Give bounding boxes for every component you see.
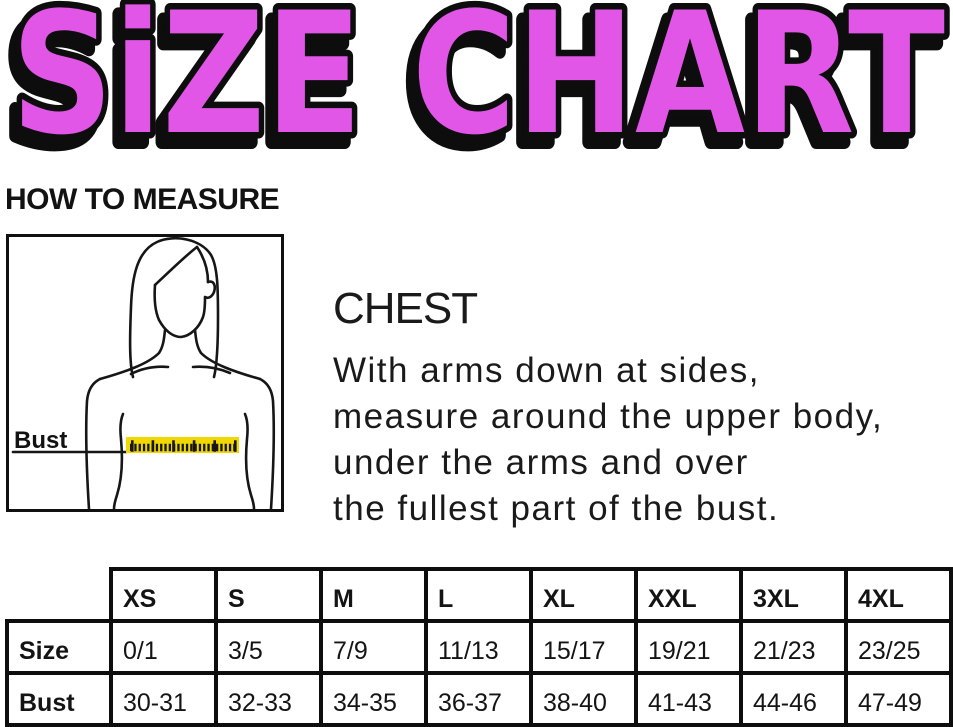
bust-cell: 36-37 bbox=[424, 671, 533, 727]
size-cell: 3/5 bbox=[214, 619, 323, 675]
size-cell: 11/13 bbox=[424, 619, 533, 675]
size-row: Size 0/1 3/5 7/9 11/13 15/17 19/21 21/23… bbox=[5, 619, 953, 675]
size-cell: 19/21 bbox=[634, 619, 743, 675]
col-header-s: S bbox=[214, 567, 323, 623]
bust-cell: 44-46 bbox=[739, 671, 848, 727]
chest-instruction-line: the fullest part of the bust. bbox=[333, 489, 780, 528]
size-cell: 21/23 bbox=[739, 619, 848, 675]
chest-heading: CHEST bbox=[333, 284, 478, 333]
how-to-measure-heading: HOW TO MEASURE bbox=[5, 183, 280, 216]
arm-left-path bbox=[84, 377, 102, 511]
size-cell: 15/17 bbox=[529, 619, 638, 675]
size-cell: 7/9 bbox=[319, 619, 428, 675]
neck-right-path bbox=[193, 328, 262, 381]
col-header-m: M bbox=[319, 567, 428, 623]
collarbone-right-path bbox=[191, 365, 232, 375]
bust-cell: 32-33 bbox=[214, 671, 323, 727]
face-outline-path bbox=[153, 283, 207, 339]
title-text: SiZE CHART bbox=[11, 0, 945, 162]
col-header-xs: XS bbox=[109, 567, 218, 623]
size-table: XS S M L XL XXL 3XL 4XL Size 0/1 3/5 7/9… bbox=[5, 567, 953, 727]
collarbone-left-path bbox=[129, 365, 170, 376]
col-header-3xl: 3XL bbox=[739, 567, 848, 623]
hair-outline-path bbox=[128, 236, 220, 379]
size-cell: 23/25 bbox=[844, 619, 953, 675]
chest-instruction-line: measure around the upper body, bbox=[333, 397, 884, 436]
col-header-4xl: 4XL bbox=[844, 567, 953, 623]
row-label-bust: Bust bbox=[5, 671, 113, 727]
chest-instruction-line: under the arms and over bbox=[333, 443, 749, 482]
row-label-size: Size bbox=[5, 619, 113, 675]
figure-illustration: Bust bbox=[11, 236, 276, 511]
hair-sweep-path bbox=[153, 245, 199, 287]
bust-cell: 47-49 bbox=[844, 671, 953, 727]
torso-left-path bbox=[112, 412, 125, 511]
bust-cell: 41-43 bbox=[634, 671, 743, 727]
title-shadow: SiZE CHART bbox=[4, 0, 938, 162]
ear-path bbox=[203, 280, 217, 300]
arm-right-path bbox=[258, 377, 276, 511]
chest-section: CHEST With arms down at sides, measure a… bbox=[333, 284, 883, 532]
chest-instruction-line: With arms down at sides, bbox=[333, 351, 760, 390]
bust-label: Bust bbox=[14, 427, 67, 454]
bust-cell: 38-40 bbox=[529, 671, 638, 727]
measurement-figure: Bust bbox=[6, 234, 284, 512]
size-cell: 0/1 bbox=[109, 619, 218, 675]
bust-cell: 34-35 bbox=[319, 671, 428, 727]
col-header-l: L bbox=[424, 567, 533, 623]
torso-right-path bbox=[243, 412, 256, 511]
title-banner: SiZE CHART SiZE CHART bbox=[0, 0, 952, 162]
hair-inner-right-path bbox=[195, 245, 210, 284]
bust-cell: 30-31 bbox=[109, 671, 218, 727]
col-header-xxl: XXL bbox=[634, 567, 743, 623]
table-corner-cell bbox=[7, 569, 111, 621]
bust-row: Bust 30-31 32-33 34-35 36-37 38-40 41-43… bbox=[5, 671, 953, 727]
header-row: XS S M L XL XXL 3XL 4XL bbox=[7, 567, 953, 623]
col-header-xl: XL bbox=[529, 567, 638, 623]
neck-left-path bbox=[98, 328, 167, 381]
